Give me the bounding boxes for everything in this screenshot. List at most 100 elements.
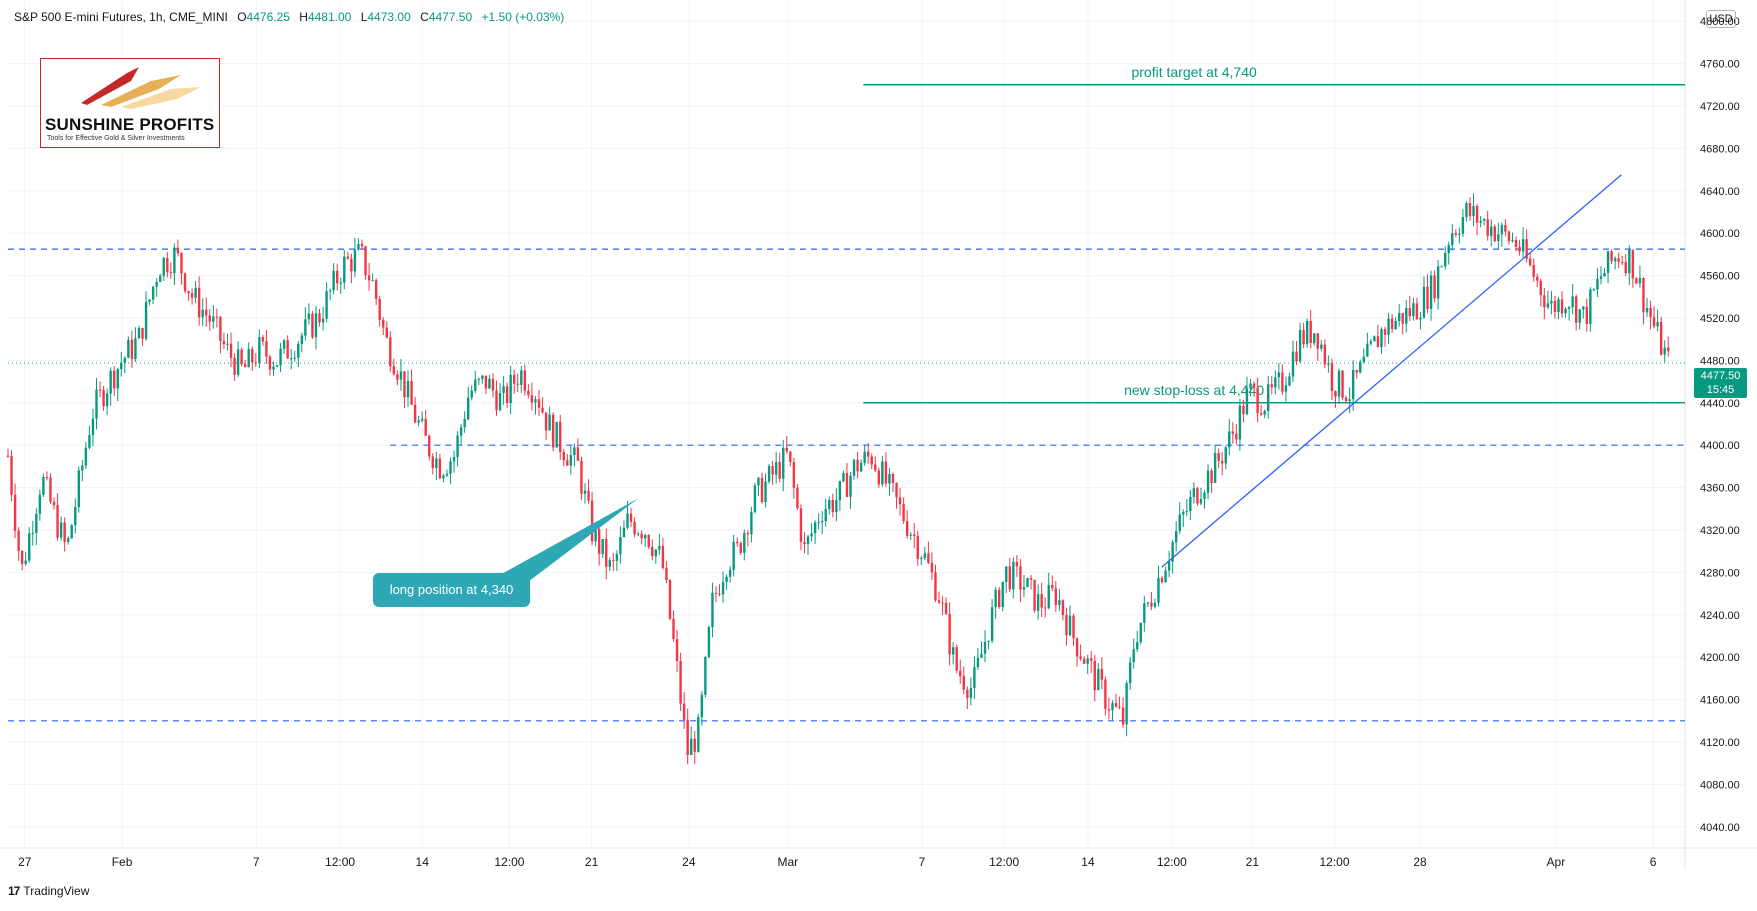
candle-body bbox=[52, 501, 56, 506]
candle-body bbox=[983, 641, 987, 654]
candle-body bbox=[1136, 642, 1139, 650]
candle-body bbox=[675, 639, 679, 662]
candle-body bbox=[523, 370, 527, 391]
candle-body bbox=[927, 553, 930, 563]
candle-body bbox=[1288, 376, 1291, 386]
candle-body bbox=[1235, 433, 1238, 440]
candle-body bbox=[1351, 369, 1355, 400]
candle-body bbox=[371, 280, 374, 282]
candle-body bbox=[679, 661, 682, 704]
x-tick-label: 12:00 bbox=[989, 855, 1019, 869]
logo-swoosh-icon bbox=[81, 67, 201, 109]
candle-body bbox=[1500, 225, 1504, 235]
candle-body bbox=[1405, 308, 1408, 324]
low-value: 4473.00 bbox=[367, 10, 411, 24]
candle-body bbox=[842, 473, 845, 482]
candle-body bbox=[134, 338, 137, 359]
candle-body bbox=[1295, 351, 1298, 362]
candle-body bbox=[867, 451, 870, 457]
candle-body bbox=[364, 246, 367, 276]
candle-body bbox=[1635, 278, 1638, 284]
candle-body bbox=[530, 395, 534, 403]
candle-body bbox=[183, 273, 187, 292]
candle-body bbox=[792, 462, 796, 488]
candle-body bbox=[1550, 300, 1553, 304]
candle-body bbox=[452, 457, 456, 462]
logo-name: SUNSHINE PROFITS bbox=[45, 115, 215, 134]
candle-body bbox=[626, 513, 629, 528]
currency-button[interactable]: USD bbox=[1706, 10, 1736, 28]
candle-body bbox=[1263, 411, 1266, 415]
candle-body bbox=[520, 370, 523, 385]
candle-body bbox=[1493, 226, 1496, 242]
candle-body bbox=[1543, 295, 1546, 308]
candle-body bbox=[951, 647, 955, 655]
candle-body bbox=[881, 461, 884, 485]
candle-body bbox=[1228, 431, 1231, 448]
candle-body bbox=[778, 462, 781, 479]
candle-body bbox=[77, 470, 80, 508]
candle-body bbox=[562, 452, 565, 461]
candle-body bbox=[1546, 303, 1550, 308]
candle-body bbox=[1415, 303, 1419, 320]
candle-body bbox=[1429, 275, 1433, 309]
candle-body bbox=[258, 337, 261, 364]
candle-body bbox=[1213, 453, 1217, 483]
candle-body bbox=[1525, 239, 1528, 259]
candle-body bbox=[573, 447, 576, 456]
candle-body bbox=[81, 465, 84, 471]
candle-body bbox=[1015, 561, 1019, 567]
candle-body bbox=[1536, 276, 1539, 281]
candle-body bbox=[636, 533, 640, 535]
candle-body bbox=[88, 435, 91, 448]
candle-body bbox=[718, 593, 721, 595]
candle-body bbox=[948, 614, 951, 655]
candle-body bbox=[261, 337, 265, 342]
candle-body bbox=[63, 522, 66, 542]
candle-body bbox=[559, 421, 562, 453]
candle-body bbox=[1401, 313, 1404, 324]
candle-body bbox=[1383, 329, 1387, 335]
candle-body bbox=[484, 375, 488, 389]
candle-body bbox=[665, 567, 668, 581]
candle-body bbox=[300, 335, 304, 344]
candle-body bbox=[1518, 246, 1521, 252]
candle-body bbox=[1029, 578, 1033, 580]
candle-body bbox=[222, 341, 226, 345]
candle-body bbox=[1362, 356, 1365, 362]
candle-body bbox=[1631, 249, 1635, 279]
candle-body bbox=[1316, 333, 1319, 349]
candle-body bbox=[1617, 258, 1620, 262]
candle-body bbox=[1245, 388, 1249, 415]
candle-body bbox=[1026, 578, 1029, 588]
candle-body bbox=[1532, 265, 1535, 277]
x-tick-label: 21 bbox=[585, 855, 599, 869]
candle-body bbox=[1578, 309, 1581, 323]
candle-body bbox=[325, 291, 328, 319]
candle-body bbox=[1327, 363, 1330, 365]
candle-body bbox=[739, 543, 742, 553]
candle-body bbox=[760, 477, 764, 503]
candle-body bbox=[1320, 344, 1323, 349]
candle-body bbox=[658, 545, 661, 550]
candle-body bbox=[1174, 531, 1178, 543]
candle-body bbox=[1553, 300, 1557, 312]
candle-body bbox=[888, 473, 891, 484]
candle-body bbox=[877, 470, 881, 485]
candle-body bbox=[920, 557, 923, 559]
candle-body bbox=[633, 521, 636, 535]
candle-body bbox=[1171, 542, 1174, 562]
candle-body bbox=[201, 309, 204, 318]
candle-body bbox=[608, 560, 611, 567]
candle-body bbox=[682, 703, 686, 720]
candle-body bbox=[1072, 615, 1075, 639]
candle-body bbox=[49, 477, 52, 502]
candle-body bbox=[1567, 307, 1571, 309]
level-label: profit target at 4,740 bbox=[1131, 64, 1257, 80]
candle-body bbox=[551, 414, 555, 448]
candle-body bbox=[1589, 289, 1592, 324]
long-position-callout: long position at 4,340 bbox=[373, 573, 530, 607]
candle-body bbox=[1585, 306, 1589, 324]
candle-body bbox=[1065, 615, 1068, 636]
